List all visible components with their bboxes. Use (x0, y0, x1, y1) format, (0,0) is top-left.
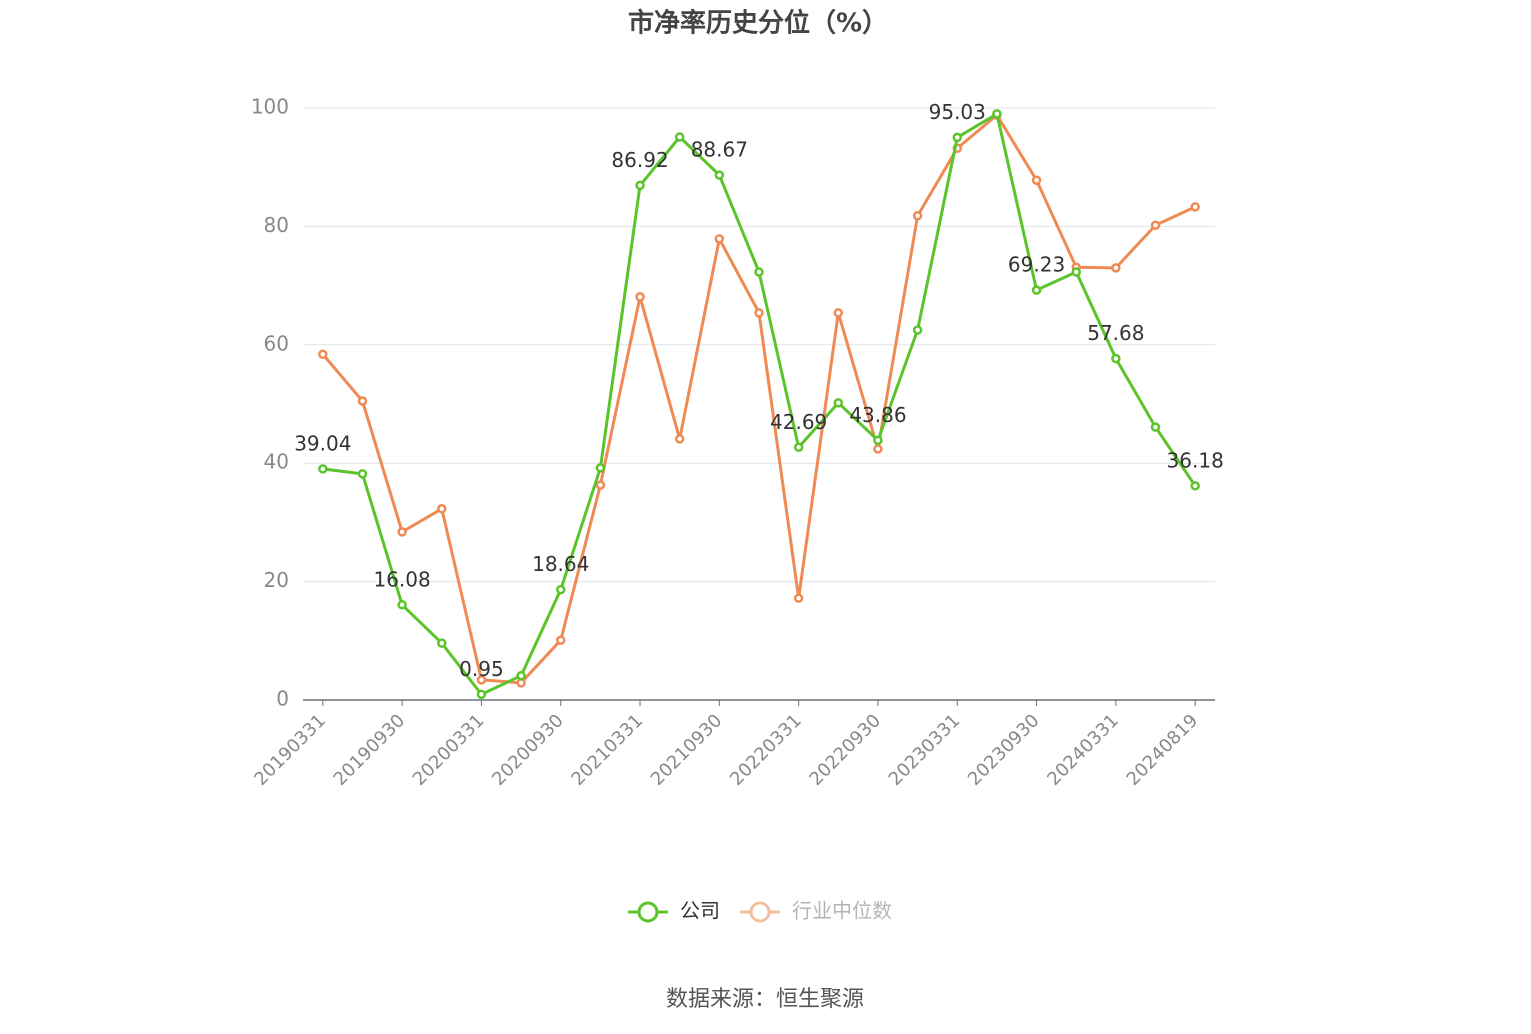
x-tick-label: 20220930 (805, 710, 885, 790)
data-label: 39.04 (294, 431, 351, 455)
data-point (912, 325, 923, 335)
legend-item: 行业中位数 (740, 899, 892, 923)
data-point (437, 638, 447, 648)
data-label: 88.67 (691, 138, 748, 162)
data-label: 42.69 (770, 410, 827, 434)
data-label: 69.23 (1008, 253, 1065, 277)
y-tick-label: 0 (276, 687, 289, 711)
legend-marker (637, 901, 659, 923)
data-point (516, 670, 526, 681)
data-label: 0.95 (459, 657, 504, 681)
x-tick-label: 20210331 (567, 710, 647, 790)
data-point (793, 442, 804, 453)
data-point (1150, 220, 1161, 230)
x-tick-label: 20200331 (409, 710, 489, 790)
x-tick-label: 20240819 (1123, 710, 1203, 790)
data-point (1190, 202, 1200, 212)
y-tick-label: 60 (264, 331, 289, 355)
x-tick-label: 20210930 (647, 710, 727, 790)
data-label: 95.03 (929, 100, 986, 124)
y-tick-label: 40 (264, 450, 289, 474)
x-tick-label: 20220331 (726, 710, 806, 790)
x-tick-label: 20230930 (964, 710, 1044, 790)
data-point (318, 464, 328, 474)
data-label: 57.68 (1087, 321, 1144, 345)
data-point (1031, 285, 1042, 295)
legend-label: 公司 (680, 899, 720, 923)
legend-item: 公司 (628, 899, 720, 923)
data-point (1031, 175, 1042, 185)
data-point (833, 308, 844, 318)
series-line (321, 113, 1196, 685)
legend-marker (749, 901, 771, 923)
data-point (555, 635, 566, 645)
data-point (476, 675, 487, 685)
data-point (992, 109, 1002, 119)
x-tick-label: 20240331 (1043, 710, 1123, 790)
x-tick-label: 20230331 (885, 710, 965, 790)
data-point (635, 292, 645, 302)
data-label: 16.08 (373, 567, 430, 591)
data-point (1150, 422, 1161, 432)
x-tick-label: 20190331 (250, 710, 330, 790)
data-point (674, 434, 685, 444)
data-label: 86.92 (611, 148, 668, 172)
x-tick-label: 20200930 (488, 710, 568, 790)
legend-label: 行业中位数 (792, 899, 892, 923)
data-point (357, 396, 368, 406)
data-point (555, 584, 566, 595)
data-point (397, 600, 407, 610)
data-point (1111, 353, 1121, 364)
data-point (318, 349, 328, 360)
data-point (437, 504, 447, 514)
series-line (322, 112, 1197, 696)
data-point (595, 480, 606, 490)
data-point (1071, 267, 1081, 277)
data-point (476, 689, 487, 700)
data-point (674, 132, 685, 142)
y-tick-label: 100 (251, 95, 289, 119)
data-point (714, 234, 725, 244)
data-label: 43.86 (849, 403, 906, 427)
source-note: 数据来源：恒生聚源 (666, 987, 864, 1012)
y-tick-label: 20 (264, 568, 289, 592)
data-label: 18.64 (532, 552, 589, 576)
data-point (357, 469, 368, 479)
data-point (397, 527, 407, 537)
data-point (754, 267, 764, 277)
data-point (595, 463, 606, 473)
x-tick-label: 20190930 (330, 710, 410, 790)
data-point (833, 398, 844, 408)
chart-title: 市净率历史分位（%） (628, 8, 888, 39)
data-point (1111, 263, 1121, 273)
data-point (952, 132, 963, 143)
data-label: 36.18 (1167, 448, 1224, 472)
data-point (635, 180, 645, 191)
data-point (873, 435, 883, 446)
data-point (793, 593, 804, 603)
y-tick-label: 80 (264, 213, 289, 237)
data-point (1190, 481, 1200, 491)
data-point (873, 444, 883, 454)
data-point (714, 170, 725, 180)
data-point (754, 308, 764, 318)
data-point (912, 210, 923, 221)
